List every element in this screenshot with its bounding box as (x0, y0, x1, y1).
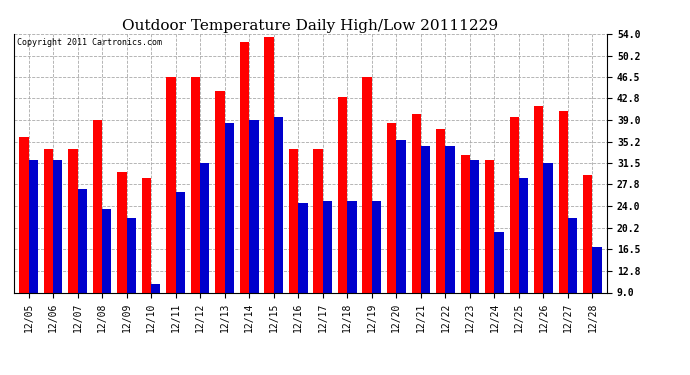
Text: Copyright 2011 Cartronics.com: Copyright 2011 Cartronics.com (17, 38, 161, 46)
Bar (460, 154, 470, 344)
Bar (559, 111, 568, 344)
Bar (445, 146, 455, 344)
Bar (347, 201, 357, 344)
Bar (264, 37, 274, 344)
Bar (519, 177, 529, 344)
Bar (53, 160, 62, 344)
Bar (43, 149, 53, 344)
Bar (215, 91, 225, 344)
Bar (151, 284, 161, 344)
Bar (583, 175, 593, 344)
Bar (593, 246, 602, 344)
Bar (117, 172, 126, 344)
Bar (485, 160, 495, 344)
Bar (92, 120, 102, 344)
Bar (372, 201, 381, 344)
Bar (28, 160, 38, 344)
Bar (142, 177, 151, 344)
Bar (534, 106, 544, 344)
Bar (421, 146, 430, 344)
Bar (126, 218, 136, 344)
Bar (411, 114, 421, 344)
Bar (200, 163, 210, 344)
Bar (298, 203, 308, 344)
Bar (225, 123, 234, 344)
Bar (436, 129, 445, 344)
Bar (274, 117, 283, 344)
Bar (19, 137, 28, 344)
Bar (240, 42, 249, 344)
Bar (387, 123, 396, 344)
Bar (77, 189, 87, 344)
Bar (568, 218, 578, 344)
Bar (470, 160, 479, 344)
Bar (176, 192, 185, 344)
Bar (313, 149, 323, 344)
Bar (191, 77, 200, 344)
Bar (544, 163, 553, 344)
Bar (166, 77, 176, 344)
Bar (289, 149, 298, 344)
Bar (249, 120, 259, 344)
Bar (362, 77, 372, 344)
Bar (102, 209, 111, 344)
Title: Outdoor Temperature Daily High/Low 20111229: Outdoor Temperature Daily High/Low 20111… (122, 19, 499, 33)
Bar (68, 149, 77, 344)
Bar (323, 201, 332, 344)
Bar (338, 97, 347, 344)
Bar (510, 117, 519, 344)
Bar (495, 232, 504, 344)
Bar (396, 140, 406, 344)
